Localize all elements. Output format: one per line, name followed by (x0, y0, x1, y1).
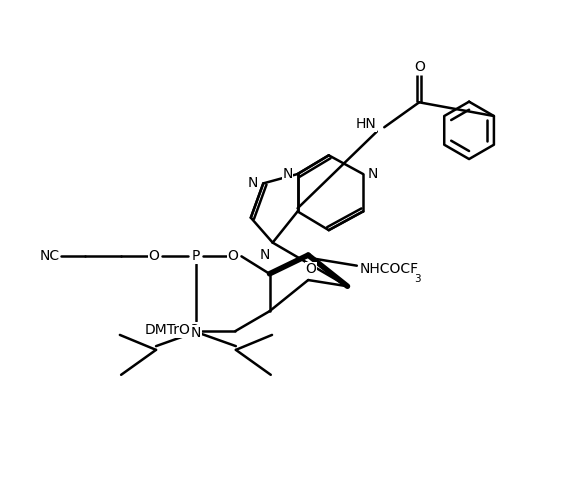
Text: O: O (227, 250, 239, 263)
Text: N: N (248, 176, 258, 190)
Text: O: O (188, 323, 199, 337)
Text: N: N (191, 326, 201, 340)
Text: NHCOCF: NHCOCF (360, 262, 419, 276)
Text: DMTrO: DMTrO (145, 323, 191, 337)
Text: HN: HN (356, 117, 377, 131)
Text: P: P (192, 250, 200, 263)
Text: O: O (414, 59, 425, 74)
Text: NC: NC (39, 250, 59, 263)
Text: O: O (305, 262, 316, 276)
Text: N: N (282, 167, 293, 181)
Text: N: N (368, 167, 378, 181)
Text: O: O (148, 250, 159, 263)
Text: N: N (259, 248, 270, 262)
Text: 3: 3 (414, 274, 421, 284)
